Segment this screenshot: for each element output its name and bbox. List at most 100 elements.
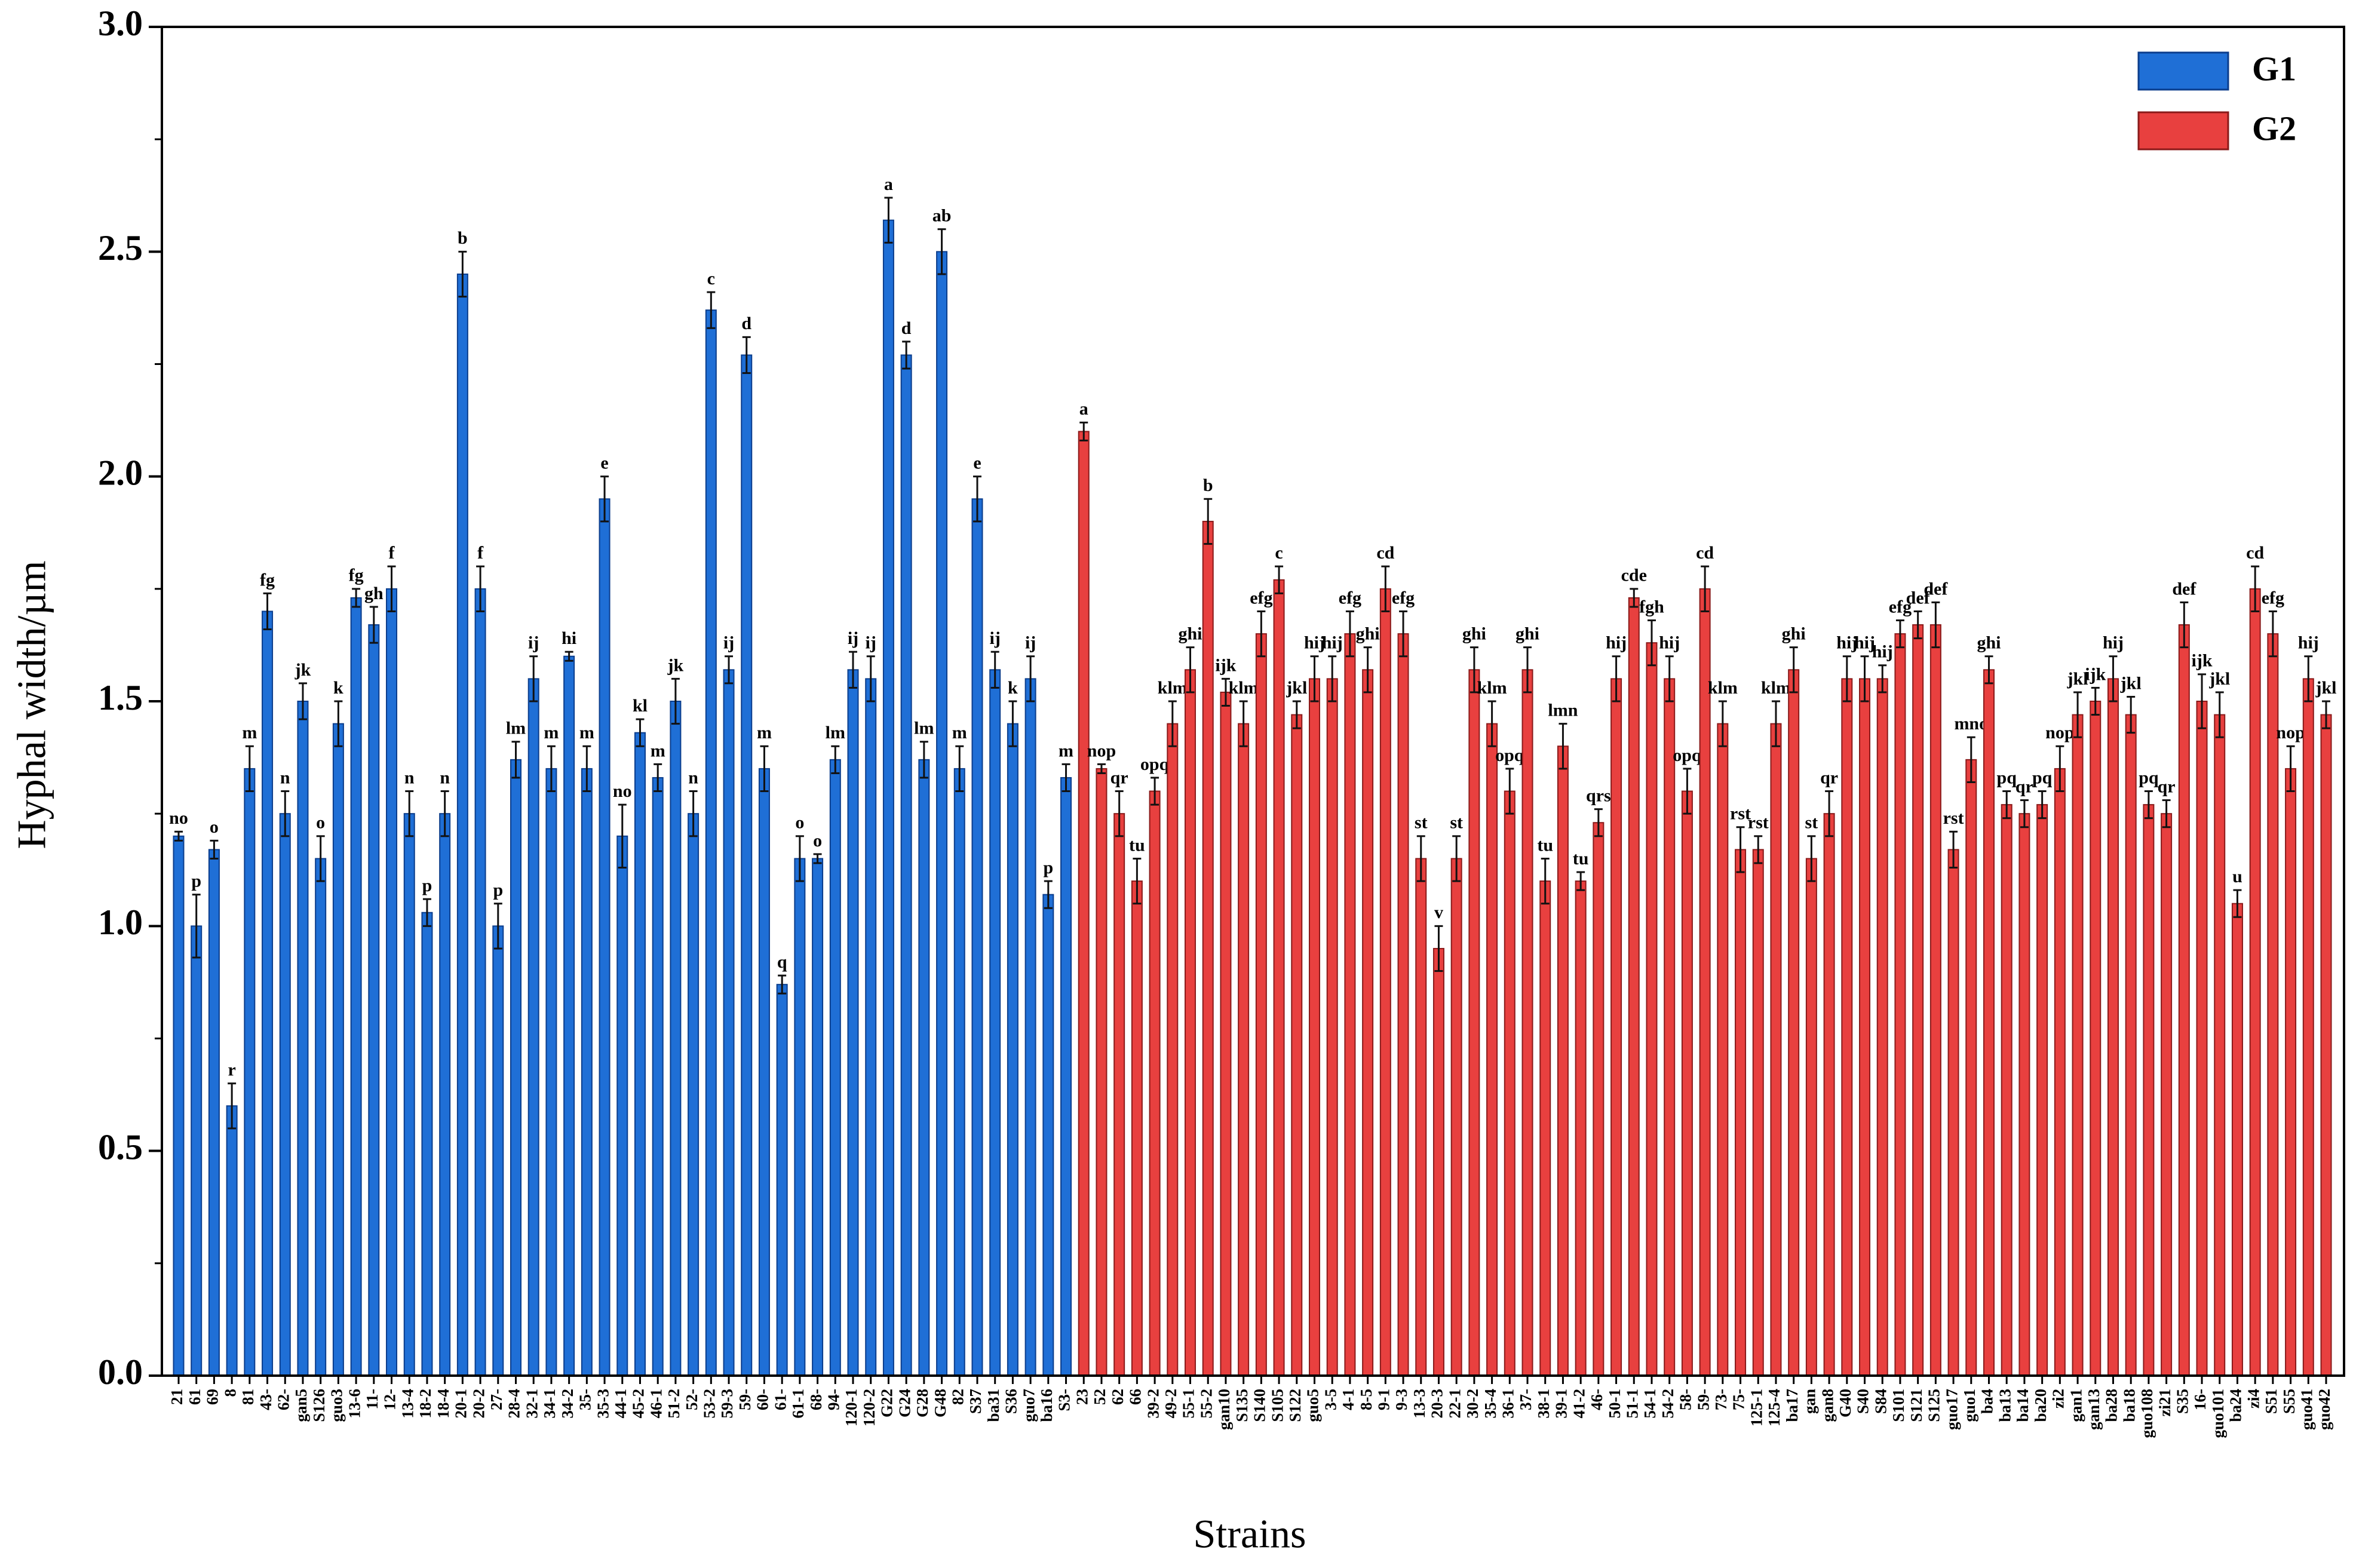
y-tick-label: 0.0 — [98, 1352, 143, 1392]
significance-letter: efg — [1339, 588, 1361, 607]
significance-letter: opq — [1495, 745, 1524, 765]
bar — [953, 768, 965, 1376]
significance-letter: no — [169, 808, 188, 828]
x-tick-label: 82 — [949, 1389, 967, 1405]
x-tick-label: 81 — [239, 1389, 257, 1405]
x-tick-label: 60- — [754, 1389, 772, 1410]
bar — [297, 701, 309, 1376]
bar — [2107, 678, 2119, 1376]
significance-letter: rst — [1730, 804, 1751, 824]
bar — [581, 768, 593, 1376]
bar — [1788, 669, 1800, 1376]
x-tick-label: gan — [1801, 1389, 1819, 1414]
significance-letter: f — [389, 543, 395, 563]
y-tick-label: 3.0 — [98, 4, 143, 43]
significance-letter: def — [2172, 579, 2196, 599]
x-tick-label: 44-1 — [612, 1389, 630, 1419]
significance-letter: m — [1059, 741, 1073, 760]
x-tick-label: 53-2 — [701, 1389, 719, 1419]
x-tick-label: 45-2 — [630, 1389, 648, 1419]
bar — [847, 669, 859, 1376]
x-tick-label: ba24 — [2227, 1389, 2245, 1422]
bar — [670, 701, 682, 1376]
bar — [421, 912, 433, 1376]
significance-letter: m — [757, 723, 772, 742]
x-tick-label: S35 — [2174, 1389, 2192, 1414]
significance-letter: ab — [932, 206, 952, 226]
significance-letter: ghi — [1462, 624, 1486, 644]
bar — [456, 273, 468, 1376]
x-tick-label: 41-2 — [1570, 1389, 1588, 1419]
significance-letter: jkl — [2208, 669, 2230, 689]
significance-letter: ghi — [1977, 633, 2001, 653]
legend-swatch — [2137, 111, 2229, 151]
bar — [2036, 804, 2048, 1376]
significance-letter: st — [1805, 813, 1818, 833]
bar — [1344, 633, 1356, 1376]
bar — [599, 498, 611, 1376]
legend-label: G1 — [2252, 49, 2296, 88]
x-tick-label: S3- — [1056, 1389, 1073, 1411]
significance-letter: hi — [562, 628, 576, 648]
x-tick-label: G28 — [913, 1389, 931, 1417]
significance-letter: c — [1275, 543, 1283, 563]
bar — [918, 759, 930, 1376]
significance-letter: p — [422, 876, 432, 895]
x-tick-label: 27- — [487, 1389, 505, 1410]
x-tick-label: 94- — [825, 1389, 843, 1410]
significance-letter: o — [210, 817, 219, 837]
significance-letter: lmn — [1548, 701, 1578, 720]
bar — [1947, 849, 1959, 1376]
x-tick-label: ba31 — [984, 1389, 1002, 1422]
x-tick-label: ba16 — [1038, 1389, 1056, 1422]
bar — [2001, 804, 2013, 1376]
bar — [2054, 768, 2066, 1376]
significance-letter: hij — [1304, 633, 1325, 653]
x-tick-label: S125 — [1925, 1389, 1943, 1422]
bar — [829, 759, 841, 1376]
bar — [1185, 669, 1197, 1376]
x-tick-label: gan8 — [1818, 1389, 1836, 1422]
significance-letter: m — [579, 723, 594, 742]
significance-letter: nop — [1087, 741, 1116, 760]
bar — [1397, 633, 1409, 1376]
x-tick-label: 9-3 — [1392, 1389, 1410, 1410]
x-tick-label: 55-1 — [1180, 1389, 1198, 1419]
significance-letter: qr — [1820, 768, 1838, 787]
x-tick-label: S55 — [2280, 1389, 2298, 1414]
x-tick-label: 35- — [576, 1389, 594, 1410]
x-tick-label: 9-1 — [1375, 1389, 1393, 1410]
bar — [1486, 723, 1498, 1376]
x-tick-label: 58- — [1677, 1389, 1695, 1410]
significance-letter: jkl — [1286, 678, 1307, 698]
bar — [758, 768, 770, 1376]
significance-letter: o — [316, 813, 325, 833]
significance-letter: fgh — [1639, 597, 1664, 616]
x-tick-label: 18-2 — [416, 1389, 434, 1419]
bar — [1752, 849, 1764, 1376]
significance-letter: n — [688, 768, 698, 787]
x-tick-label: guo42 — [2315, 1389, 2333, 1430]
x-tick-label: 8-5 — [1357, 1389, 1375, 1410]
significance-letter: ij — [723, 633, 734, 653]
bar — [1007, 723, 1018, 1376]
bar — [1238, 723, 1250, 1376]
y-tick-label: 0.5 — [98, 1127, 143, 1167]
bar — [936, 251, 948, 1376]
x-tick-label: guo108 — [2138, 1389, 2156, 1438]
significance-letter: efg — [1250, 588, 1272, 607]
significance-letter: n — [440, 768, 450, 787]
x-tick-label: ba17 — [1783, 1389, 1801, 1422]
x-tick-label: 46-1 — [647, 1389, 665, 1419]
bar — [2196, 701, 2208, 1376]
bar — [2161, 813, 2173, 1376]
bar — [173, 835, 185, 1377]
x-tick-label: S121 — [1907, 1389, 1925, 1422]
bar — [2125, 714, 2137, 1376]
bar — [1841, 678, 1853, 1376]
significance-letter: r — [228, 1060, 235, 1080]
bar — [1859, 678, 1871, 1376]
significance-letter: b — [458, 228, 468, 248]
significance-letter: jkl — [2120, 673, 2142, 693]
